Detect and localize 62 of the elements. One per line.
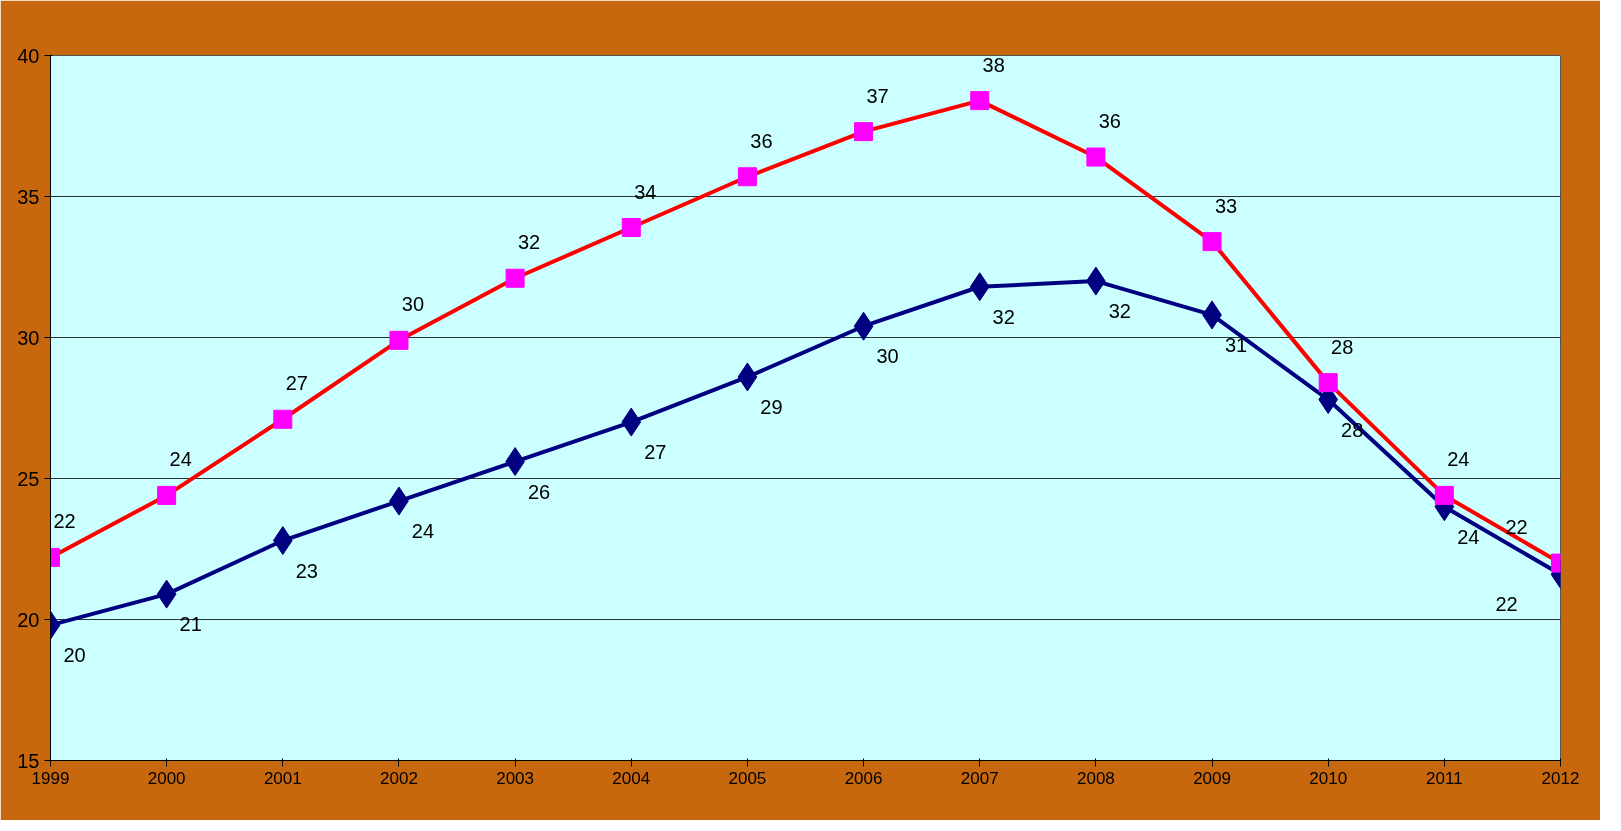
x-tick-label: 2003 <box>496 768 535 788</box>
x-tick-label: 2002 <box>380 768 418 788</box>
y-tick-label: 20 <box>17 608 40 631</box>
y-tick-label: 35 <box>17 185 40 208</box>
x-tick-label: 2004 <box>612 768 651 788</box>
x-tick-label: 2008 <box>1076 768 1115 788</box>
data-label: 30 <box>876 345 899 368</box>
point <box>621 218 641 238</box>
x-tick-label: 2000 <box>147 768 186 788</box>
data-label: 32 <box>1108 300 1132 323</box>
point <box>1434 485 1454 505</box>
point <box>853 311 874 341</box>
data-label: 22 <box>53 510 76 533</box>
point <box>969 272 990 302</box>
point <box>1202 232 1222 252</box>
data-label: 21 <box>179 613 202 636</box>
y-tick-label: 40 <box>17 44 40 67</box>
data-label: 24 <box>411 520 435 543</box>
data-label: 31 <box>1224 333 1248 356</box>
point <box>156 579 177 609</box>
data-label: 38 <box>982 53 1005 76</box>
x-tick-label: 2006 <box>844 768 883 788</box>
data-label: 20 <box>63 644 86 667</box>
x-tick-label: 2001 <box>263 768 302 788</box>
data-label: 24 <box>1457 525 1480 548</box>
x-tick-label: 2011 <box>1426 768 1463 788</box>
point <box>157 485 177 505</box>
data-label: 24 <box>1447 448 1470 471</box>
data-label: 37 <box>866 84 889 107</box>
x-tick-label: 2009 <box>1193 768 1231 788</box>
data-label: 28 <box>1331 335 1354 358</box>
data-label: 26 <box>527 480 551 503</box>
data-label: 27 <box>285 372 308 395</box>
point <box>621 407 642 437</box>
point <box>737 167 757 187</box>
point <box>970 91 990 111</box>
point <box>854 122 874 142</box>
data-label: 22 <box>1495 593 1518 616</box>
point <box>389 330 409 350</box>
x-tick-label: 2005 <box>728 768 767 788</box>
x-tick-label: 2007 <box>960 768 999 788</box>
data-label: 29 <box>760 395 783 418</box>
data-label: 24 <box>169 448 192 471</box>
x-tick-label: 2010 <box>1309 768 1348 788</box>
data-label: 27 <box>644 441 667 464</box>
data-label: 23 <box>295 559 318 582</box>
point <box>505 268 525 288</box>
data-label: 33 <box>1214 194 1238 217</box>
point <box>273 409 293 429</box>
y-tick-label: 25 <box>17 467 40 490</box>
data-label: 36 <box>750 129 773 152</box>
point <box>1318 373 1338 393</box>
point <box>737 362 758 392</box>
data-label: 30 <box>401 293 425 316</box>
data-label: 32 <box>517 231 541 254</box>
y-tick-label: 30 <box>17 326 40 349</box>
point <box>1086 147 1106 167</box>
x-tick-label: 2012 <box>1541 768 1580 788</box>
data-label: 32 <box>992 305 1015 328</box>
data-label: 36 <box>1098 110 1122 133</box>
point <box>272 526 293 556</box>
data-label: 22 <box>1505 516 1528 539</box>
